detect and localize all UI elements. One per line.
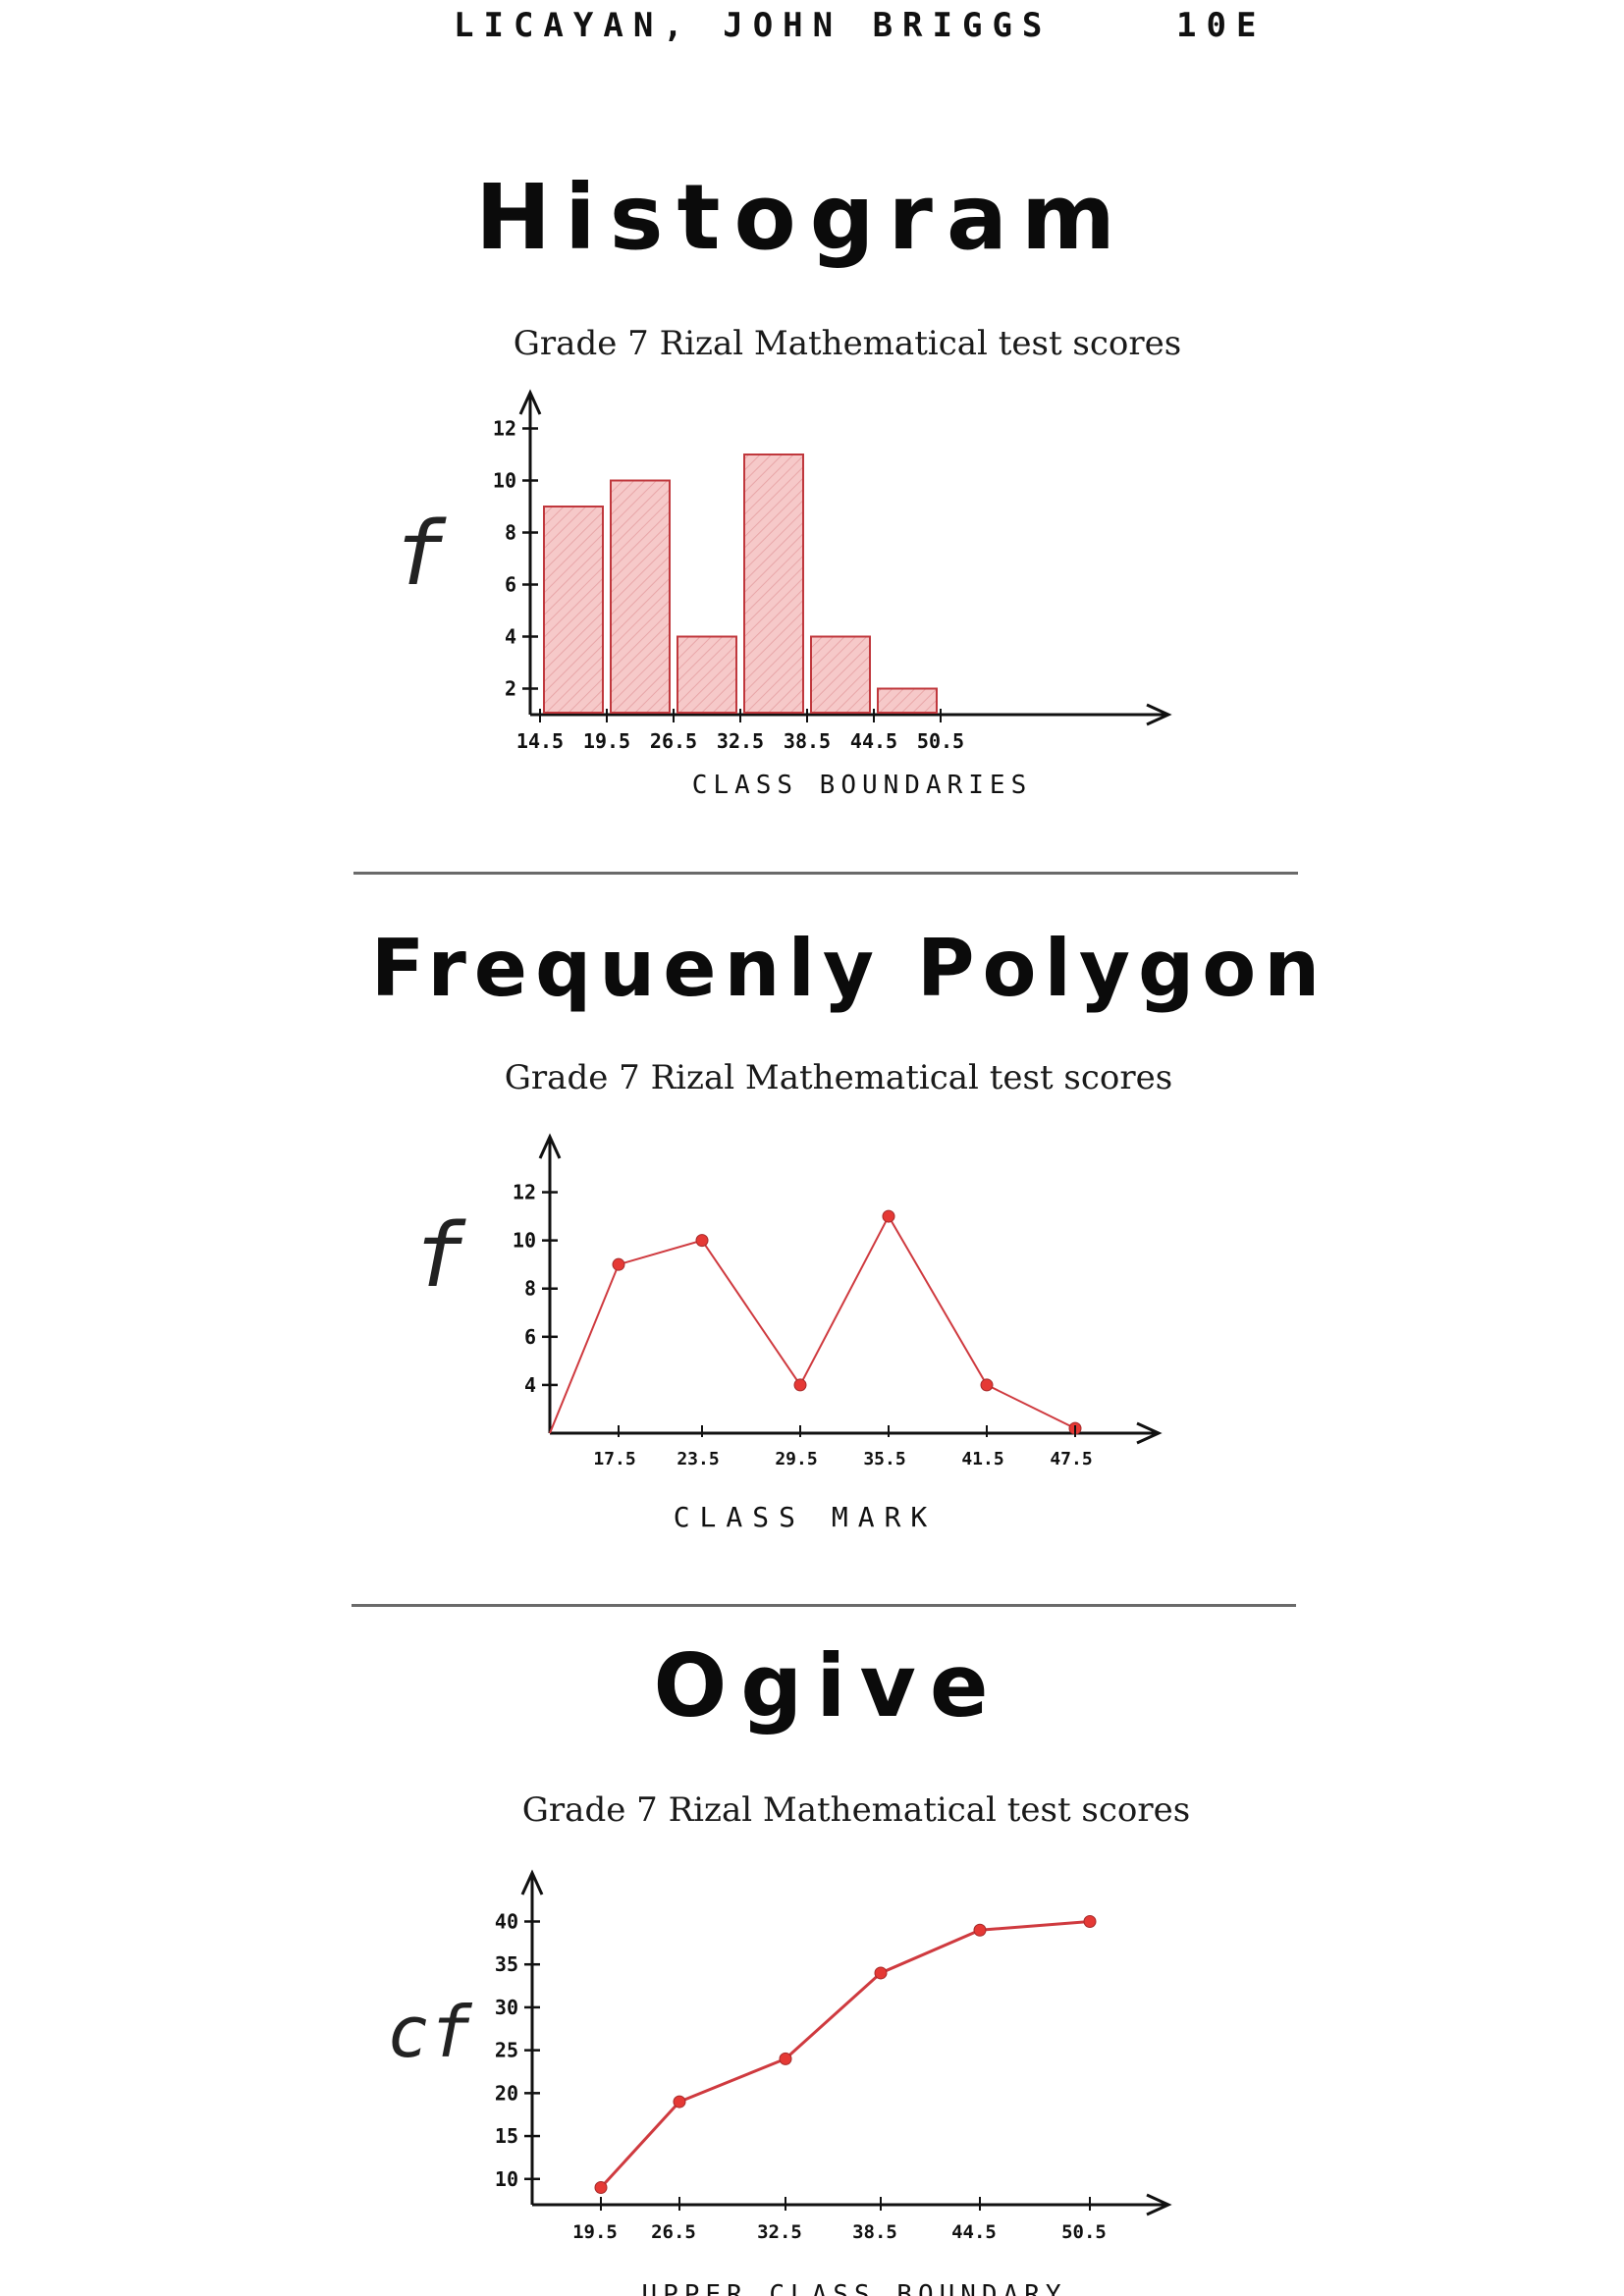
y-tick-label: 12 (513, 1181, 536, 1204)
y-axis-arrow (520, 1869, 544, 1896)
y-tick-label: 35 (495, 1952, 518, 1976)
y-tick-label: 20 (495, 2081, 518, 2105)
histogram-bar (543, 506, 604, 714)
polygon-point (882, 1209, 895, 1223)
y-tick-label: 4 (505, 625, 516, 649)
x-tick-label: 32.5 (757, 2221, 802, 2243)
y-axis-arrow (538, 1133, 562, 1159)
x-tick-label: 38.5 (784, 729, 831, 753)
y-tick-label: 12 (493, 417, 516, 441)
x-tick-label: 50.5 (917, 729, 964, 753)
student-name: LICAYAN, JOHN BRIGGS (454, 6, 1053, 45)
polygon-chart: 4 6 8 10 12 17.5 23.5 29.5 35.5 41.5 47.5 f CLASS… (412, 1133, 1163, 1533)
ogive-point (594, 2181, 608, 2195)
student-section: 10E (1176, 6, 1267, 45)
y-tick-label: 6 (524, 1325, 536, 1349)
x-tick-label: 23.5 (677, 1449, 719, 1469)
polygon-point (980, 1378, 994, 1392)
y-tick-label: 40 (495, 1909, 518, 1933)
ogive-point (874, 1966, 888, 1980)
x-tick-label: 50.5 (1061, 2221, 1107, 2243)
y-tick-label: 30 (495, 1996, 518, 2019)
histogram-bar (610, 479, 671, 714)
x-axis-arrow (1146, 703, 1172, 726)
x-tick-label: 44.5 (850, 729, 897, 753)
polygon-x-label: CLASS MARK (674, 1501, 938, 1533)
y-tick-label: 10 (493, 469, 516, 493)
x-axis-arrow (1146, 2193, 1172, 2216)
ogive-y-label: cf (387, 1991, 472, 2073)
histogram-bar (810, 635, 871, 714)
x-tick-label: 44.5 (951, 2221, 997, 2243)
ogive-line (599, 1919, 1091, 2189)
polygon-title: Frequenly Polygon (370, 923, 1328, 1014)
x-tick-label: 19.5 (583, 729, 630, 753)
y-tick-label: 25 (495, 2039, 518, 2062)
y-tick-label: 4 (524, 1373, 536, 1397)
y-tick-label: 8 (505, 521, 516, 545)
ogive-point (779, 2052, 792, 2065)
x-tick-label: 32.5 (717, 729, 764, 753)
y-tick-label: 15 (495, 2124, 518, 2148)
x-tick-label: 26.5 (650, 729, 697, 753)
y-tick-label: 10 (513, 1229, 536, 1253)
y-tick-label: 8 (524, 1277, 536, 1301)
histogram-bar (677, 635, 737, 714)
y-axis-arrow (518, 389, 542, 415)
ogive-point (1083, 1914, 1097, 1928)
ogive-x-label: UPPER CLASS BOUNDARY (641, 2280, 1066, 2296)
polygon-point (612, 1257, 625, 1271)
ogive-subtitle: Grade 7 Rizal Mathematical test scores (521, 1790, 1191, 1830)
histogram-y-label: f (393, 503, 447, 606)
x-tick-label: 35.5 (863, 1449, 905, 1469)
histogram-bar (877, 687, 938, 714)
section-divider (353, 872, 1298, 875)
ogive-title: Ogive (653, 1635, 1002, 1736)
histogram-title: Histogram (475, 165, 1129, 270)
x-tick-label: 19.5 (572, 2221, 618, 2243)
x-tick-label: 14.5 (516, 729, 564, 753)
y-tick-label: 2 (505, 677, 516, 701)
x-axis-arrow (1136, 1421, 1163, 1445)
x-tick-label: 41.5 (961, 1449, 1003, 1469)
x-tick-label: 17.5 (593, 1449, 635, 1469)
polygon-subtitle: Grade 7 Rizal Mathematical test scores (504, 1058, 1173, 1097)
x-tick-label: 38.5 (852, 2221, 897, 2243)
x-tick-label: 29.5 (775, 1449, 817, 1469)
histogram-x-label: CLASS BOUNDARIES (692, 771, 1032, 800)
polygon-point (793, 1378, 807, 1392)
section-divider (352, 1604, 1296, 1607)
x-tick-label: 47.5 (1050, 1449, 1092, 1469)
polygon-point (695, 1234, 709, 1248)
x-tick-label: 26.5 (651, 2221, 696, 2243)
y-tick-label: 6 (505, 573, 516, 597)
histogram-bar (743, 454, 804, 714)
histogram-subtitle: Grade 7 Rizal Mathematical test scores (513, 324, 1182, 363)
y-tick-label: 10 (495, 2167, 518, 2191)
ogive-point (673, 2095, 686, 2109)
ogive-point (973, 1923, 987, 1937)
polygon-line (549, 1214, 1076, 1434)
polygon-y-label: f (412, 1204, 466, 1308)
student-header: LICAYAN, JOHN BRIGGS 10E (0, 0, 1624, 59)
